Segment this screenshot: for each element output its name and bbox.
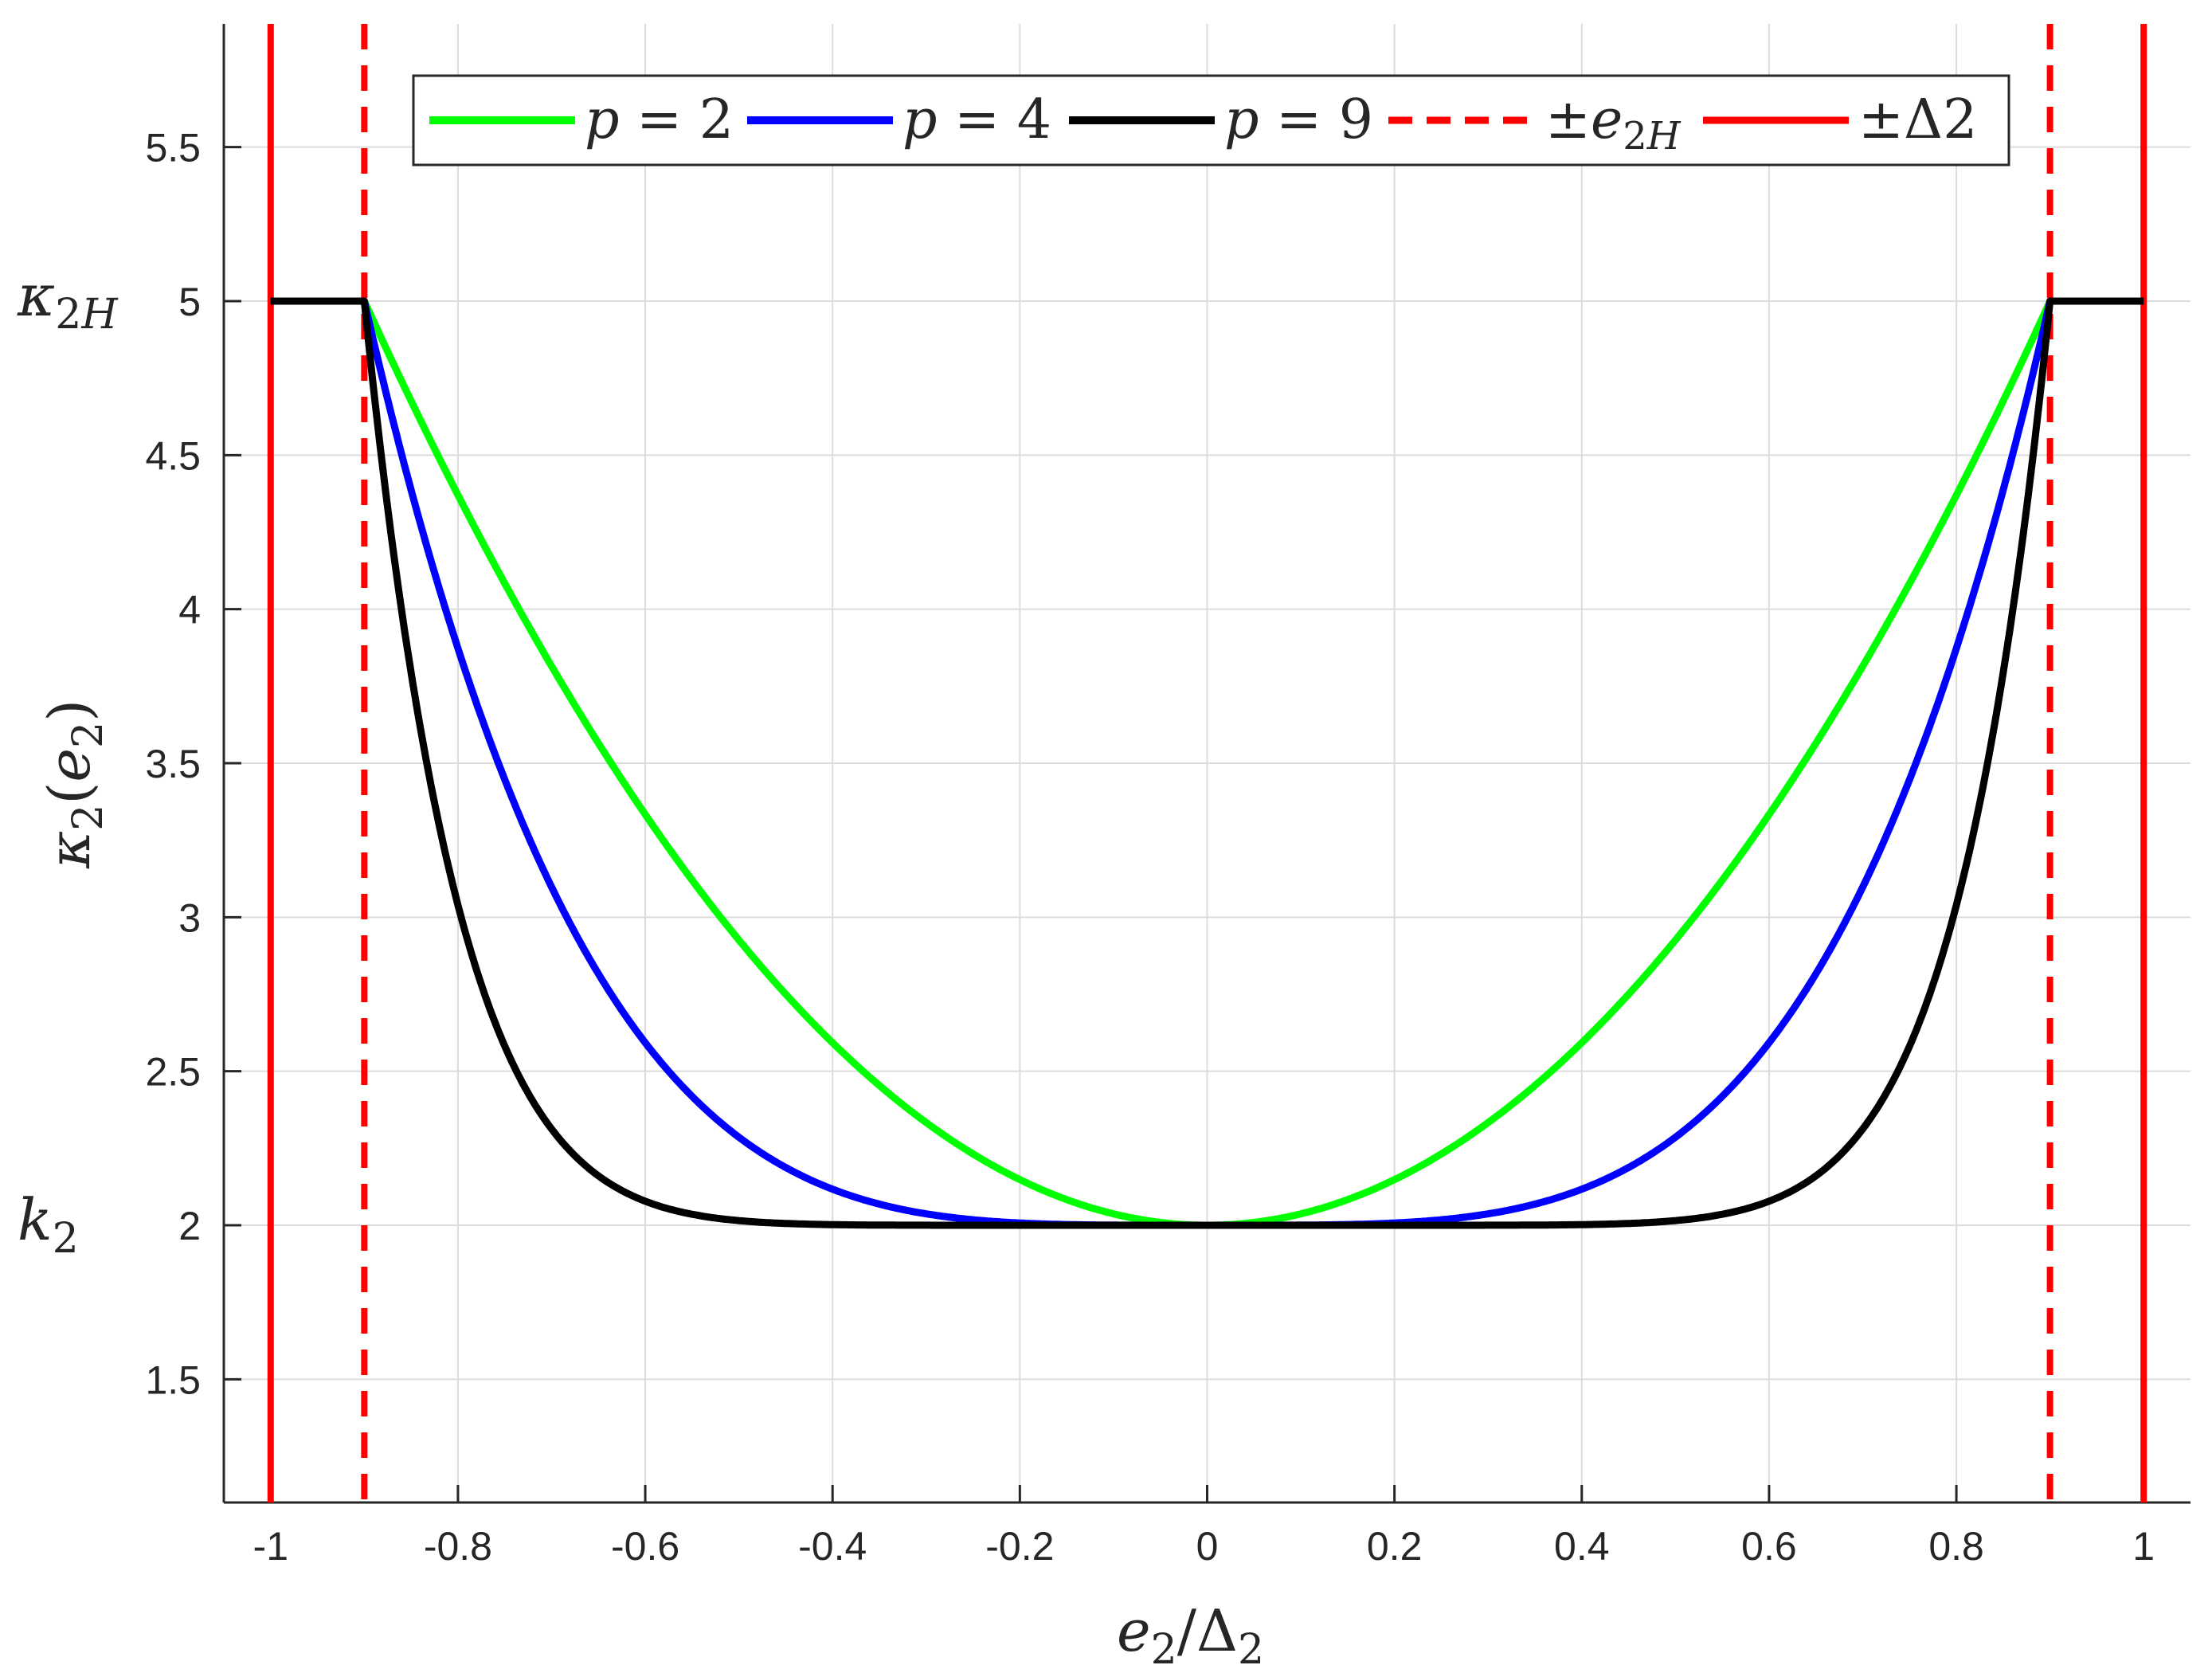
legend-item-p9: p = 9 [1069, 88, 1373, 151]
legend: p = 2 p = 4 p = 9 ±e2H ±Δ2 [412, 74, 2010, 167]
x-tick-label: 0 [1196, 1524, 1219, 1569]
x-tick-label: -1 [253, 1524, 288, 1569]
x-tick-label: 0.2 [1367, 1524, 1423, 1569]
x-tick-label: -0.6 [611, 1524, 679, 1569]
x-tick-label: -0.8 [424, 1524, 492, 1569]
y-tick-label: 2.5 [145, 1050, 201, 1095]
y-tick-label: 5 [178, 280, 201, 324]
x-tick-label: -0.2 [985, 1524, 1054, 1569]
series-line-p9 [269, 297, 2145, 1229]
legend-label-delta2: ±Δ2 [1858, 88, 1977, 151]
legend-label-p4: p = 4 [902, 88, 1051, 151]
y-axis-label: κ2(e2) [36, 699, 112, 869]
axes [222, 24, 2190, 1504]
y-tick-label: 3 [178, 895, 201, 940]
x-tick-label: 0.6 [1741, 1524, 1797, 1569]
y-tick-label: 4.5 [145, 433, 201, 478]
y-tick-label: 4 [178, 588, 201, 633]
y-tick-label: 1.5 [145, 1358, 201, 1402]
legend-item-delta2: ±Δ2 [1703, 88, 1977, 151]
plot-lines [267, 24, 2147, 1502]
legend-item-p2: p = 2 [429, 88, 734, 151]
y-tick-label: 5.5 [145, 126, 201, 170]
y-tick-label: 2 [178, 1204, 201, 1248]
x-tick-label: -0.4 [798, 1524, 867, 1569]
legend-label-p2: p = 2 [585, 88, 734, 151]
x-tick-label: 1 [2132, 1524, 2155, 1569]
y-tick-labels: 1.5 2 2.5 3 3.5 4 4.5 5 5.5 [145, 126, 201, 1403]
x-axis-label: e2/Δ2 [1117, 1597, 1264, 1669]
legend-label-p9: p = 9 [1224, 88, 1373, 151]
x-tick-label: 0.4 [1554, 1524, 1610, 1569]
x-tick-labels: -1 -0.8 -0.6 -0.4 -0.2 0 0.2 0.4 0.6 0.8 1 [253, 1524, 2155, 1569]
x-tick-label: 0.8 [1928, 1524, 1984, 1569]
legend-item-p4: p = 4 [747, 88, 1051, 151]
y-tick-label: 3.5 [145, 742, 201, 786]
